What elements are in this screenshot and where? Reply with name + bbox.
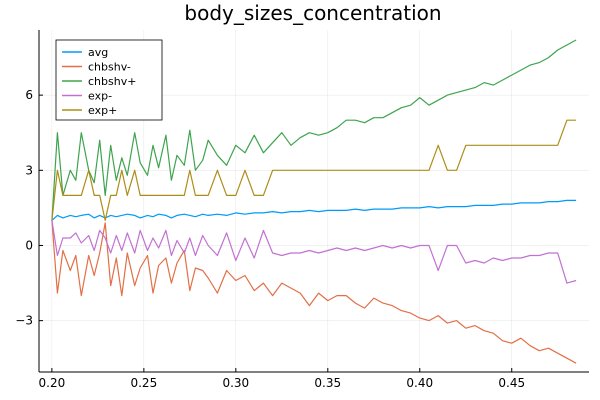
axes: 0.20 0.25 0.30 0.35 0.40 0.45 −3 0 3 6	[15, 30, 589, 390]
series-line-chbshv-	[51, 220, 577, 364]
legend: avg chbshv-chbshv+ exp-exp+	[55, 39, 163, 121]
series-line-chbshv+	[51, 39, 577, 221]
x-tick-label: 0.40	[406, 376, 433, 390]
legend-label-exp+: exp+	[88, 104, 117, 117]
y-tick-label: 3	[25, 163, 33, 177]
x-tick-label: 0.20	[39, 376, 66, 390]
series-line-exp+	[51, 119, 577, 221]
legend-label-chbshv-: chbshv-	[88, 61, 131, 74]
series-layer	[51, 39, 577, 364]
legend-label-avg: avg	[88, 46, 108, 59]
legend-label-exp-: exp-	[88, 90, 112, 103]
x-tick-label: 0.35	[314, 376, 341, 390]
legend-box	[55, 39, 163, 121]
series-line-exp-	[51, 220, 577, 284]
x-tick-label: 0.45	[498, 376, 525, 390]
y-tick-label: 0	[25, 238, 33, 252]
legend-label-chbshv+: chbshv+	[88, 75, 136, 88]
y-tick-label: −3	[15, 314, 33, 328]
x-tick-label: 0.25	[130, 376, 157, 390]
series-line-avg	[51, 199, 577, 221]
x-tick-label: 0.30	[222, 376, 249, 390]
y-tick-label: 6	[25, 88, 33, 102]
chart-title: body_sizes_concentration	[184, 1, 441, 25]
